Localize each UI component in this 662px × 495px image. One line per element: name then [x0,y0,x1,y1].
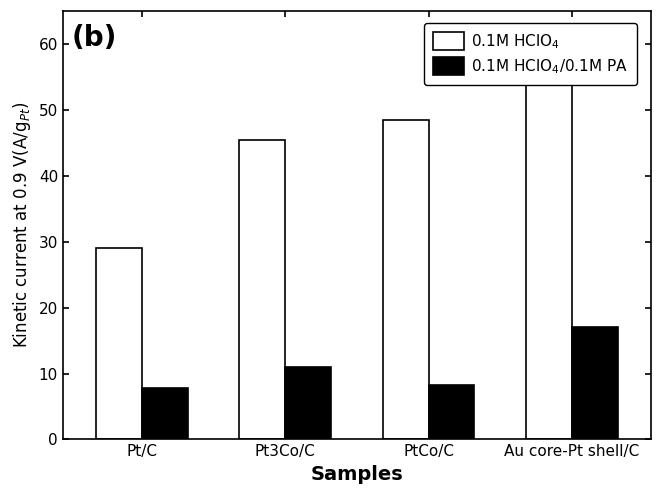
Bar [572,327,618,440]
X-axis label: Samples: Samples [310,465,403,484]
Bar [239,140,285,440]
Legend: 0.1M HClO$_4$, 0.1M HClO$_4$/0.1M PA: 0.1M HClO$_4$, 0.1M HClO$_4$/0.1M PA [424,23,638,85]
Bar [142,388,187,440]
Y-axis label: Kinetic current at 0.9 V(A/g$_{Pt}$): Kinetic current at 0.9 V(A/g$_{Pt}$) [11,102,33,348]
Bar [428,385,475,440]
Text: (b): (b) [71,24,117,52]
Bar [383,120,428,440]
Bar [526,57,572,440]
Bar [285,367,331,440]
Bar [96,248,142,440]
